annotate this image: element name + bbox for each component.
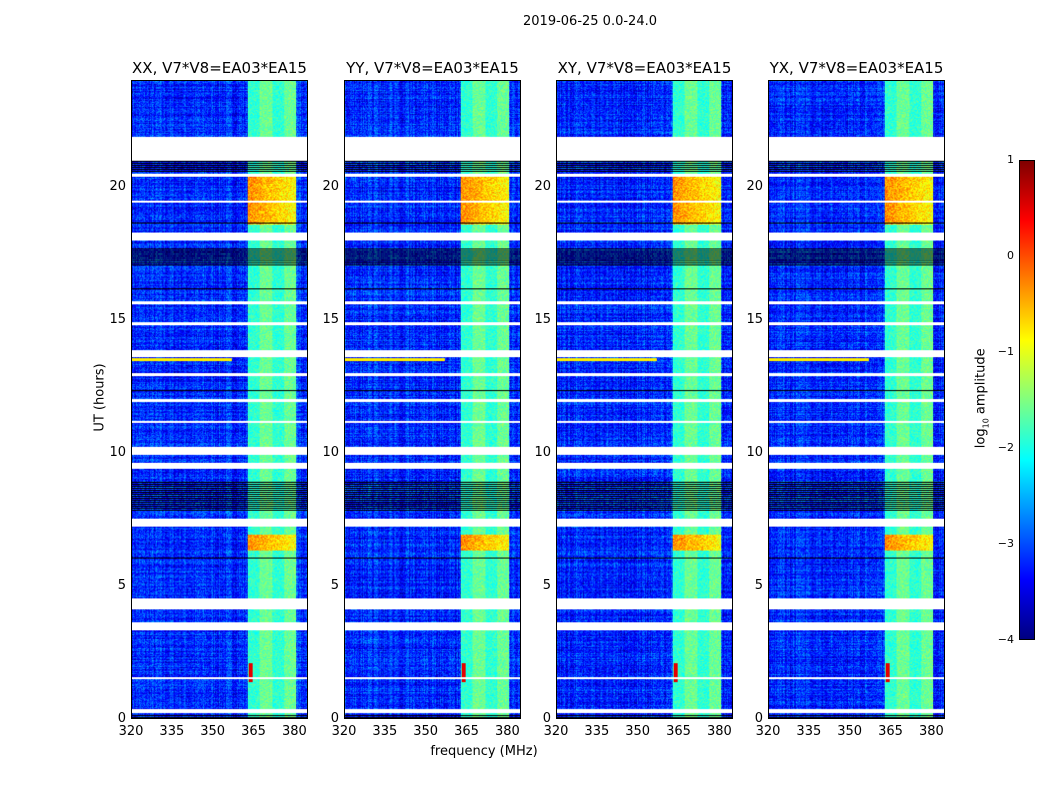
panel-title: YX, V7*V8=EA03*EA15 bbox=[769, 59, 944, 77]
y-tick-label: 15 bbox=[534, 311, 551, 327]
x-tick-label: 320 bbox=[118, 724, 144, 739]
x-tick-label: 320 bbox=[331, 724, 357, 739]
y-tick-label: 0 bbox=[330, 711, 339, 726]
y-tick-label: 20 bbox=[534, 178, 551, 194]
x-tick-label: 320 bbox=[755, 724, 781, 739]
y-tick-label: 10 bbox=[109, 444, 126, 460]
y-tick-label: 5 bbox=[330, 577, 339, 593]
colorbar-tick-label: 0 bbox=[1007, 249, 1014, 262]
y-tick-label: 15 bbox=[109, 311, 126, 327]
y-tick-label: 10 bbox=[746, 444, 763, 460]
y-tick-label: 10 bbox=[322, 444, 339, 460]
y-tick-label: 15 bbox=[322, 311, 339, 327]
y-tick-label: 5 bbox=[542, 577, 551, 593]
colorbar-tick-label: −2 bbox=[997, 441, 1014, 454]
x-tick-label: 380 bbox=[281, 724, 307, 739]
x-tick-label: 320 bbox=[543, 724, 569, 739]
x-tick-label: 335 bbox=[584, 724, 610, 739]
y-tick-label: 15 bbox=[746, 311, 763, 327]
heatmap-panel bbox=[556, 80, 733, 719]
x-tick-label: 335 bbox=[159, 724, 185, 739]
heatmap-canvas bbox=[345, 81, 520, 718]
x-tick-label: 350 bbox=[625, 724, 651, 739]
heatmap-panel bbox=[131, 80, 308, 719]
y-tick-label: 20 bbox=[746, 178, 763, 194]
x-tick-label: 380 bbox=[918, 724, 944, 739]
x-tick-label: 350 bbox=[837, 724, 863, 739]
heatmap-canvas bbox=[769, 81, 944, 718]
panel-title: XX, V7*V8=EA03*EA15 bbox=[132, 59, 307, 77]
y-tick-label: 0 bbox=[542, 711, 551, 726]
y-tick-label: 0 bbox=[117, 711, 126, 726]
colorbar-tick-label: −4 bbox=[997, 633, 1014, 646]
colorbar-tick-label: −1 bbox=[997, 345, 1014, 358]
x-tick-label: 365 bbox=[241, 724, 266, 739]
heatmap-canvas bbox=[557, 81, 732, 718]
x-tick-label: 350 bbox=[200, 724, 226, 739]
x-tick-label: 365 bbox=[454, 724, 479, 739]
x-tick-label: 365 bbox=[878, 724, 903, 739]
heatmap-canvas bbox=[132, 81, 307, 718]
y-tick-label: 20 bbox=[109, 178, 126, 194]
colorbar-label: log10 amplitude bbox=[973, 348, 991, 449]
x-tick-label: 335 bbox=[796, 724, 822, 739]
x-axis-label: frequency (MHz) bbox=[430, 744, 538, 759]
panel-title: XY, V7*V8=EA03*EA15 bbox=[557, 59, 732, 77]
figure-title: 2019-06-25 0.0-24.0 bbox=[523, 14, 657, 29]
heatmap-panel bbox=[768, 80, 945, 719]
heatmap-panel bbox=[344, 80, 521, 719]
x-tick-label: 350 bbox=[413, 724, 439, 739]
colorbar-tick-label: 1 bbox=[1007, 153, 1014, 166]
panel-title: YY, V7*V8=EA03*EA15 bbox=[346, 59, 519, 77]
x-tick-label: 380 bbox=[494, 724, 520, 739]
x-tick-label: 380 bbox=[706, 724, 732, 739]
y-tick-label: 5 bbox=[754, 577, 763, 593]
y-axis-label: UT (hours) bbox=[92, 363, 108, 432]
y-tick-label: 0 bbox=[754, 711, 763, 726]
x-tick-label: 365 bbox=[666, 724, 691, 739]
y-tick-label: 10 bbox=[534, 444, 551, 460]
y-tick-label: 5 bbox=[117, 577, 126, 593]
colorbar-tick-label: −3 bbox=[997, 537, 1014, 550]
x-tick-label: 335 bbox=[372, 724, 398, 739]
colorbar bbox=[1019, 160, 1035, 640]
y-tick-label: 20 bbox=[322, 178, 339, 194]
